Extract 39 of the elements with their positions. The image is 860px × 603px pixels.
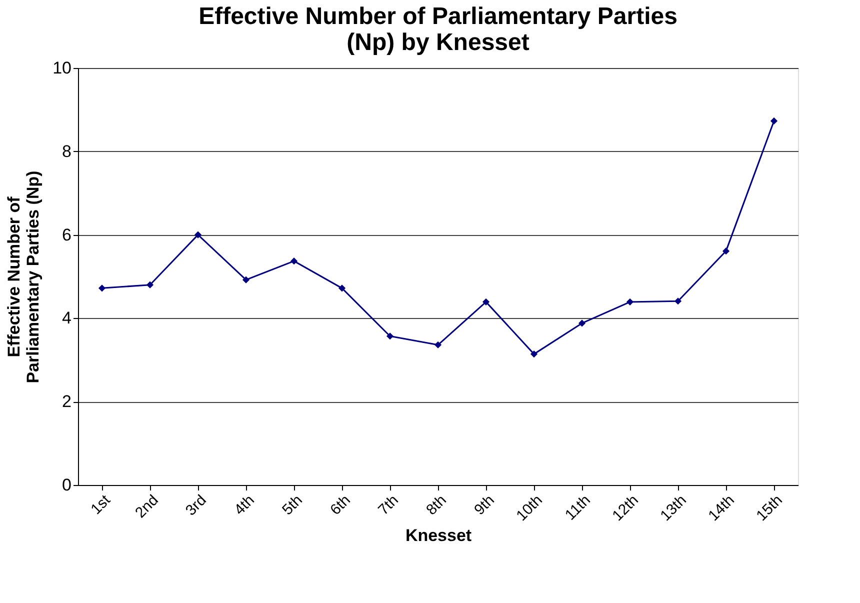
x-tick-label: 2nd — [132, 492, 162, 522]
x-tick-label: 9th — [471, 492, 498, 519]
chart-title: Effective Number of Parliamentary Parties (Np) by Knesset — [198, 3, 678, 56]
x-tick-label: 14th — [705, 492, 738, 524]
y-tick-label: 6 — [62, 225, 72, 244]
point — [290, 258, 298, 265]
point — [626, 298, 634, 306]
x-tick-label: 1st — [88, 491, 114, 518]
point — [242, 276, 250, 284]
point — [674, 298, 682, 305]
y-tick-label: 8 — [62, 142, 72, 161]
point — [338, 284, 346, 292]
x-tick-label: 6th — [327, 492, 354, 519]
point — [770, 117, 778, 124]
point — [530, 350, 538, 358]
x-tick-label: 11th — [562, 492, 594, 524]
point — [482, 298, 490, 306]
x-tick-label: 8th — [423, 492, 450, 519]
y-axis-title: Effective Number of Parliamentary Parties (Np) — [4, 170, 43, 384]
point — [578, 320, 586, 327]
x-tick-label: 4th — [231, 492, 258, 519]
y-tick-label: 2 — [62, 392, 72, 412]
point — [98, 284, 106, 292]
y-tick-label: 0 — [62, 476, 72, 494]
x-axis-title: Knesset — [405, 526, 472, 545]
point — [146, 281, 154, 288]
point — [386, 332, 394, 340]
x-tick-label: 10th — [513, 492, 546, 524]
point — [722, 248, 730, 255]
y-tick-label: 10 — [52, 58, 72, 78]
x-tick-label: 12th — [609, 492, 642, 524]
x-tick-label: 7th — [375, 492, 402, 519]
y-tick-label: 4 — [62, 308, 72, 328]
x-tick-label: 13th — [657, 492, 690, 524]
x-tick-label: 5th — [279, 492, 306, 519]
x-tick-label: 3rd — [182, 492, 210, 520]
point — [194, 231, 202, 238]
point — [434, 341, 442, 348]
x-tick-label: 15th — [753, 492, 786, 524]
